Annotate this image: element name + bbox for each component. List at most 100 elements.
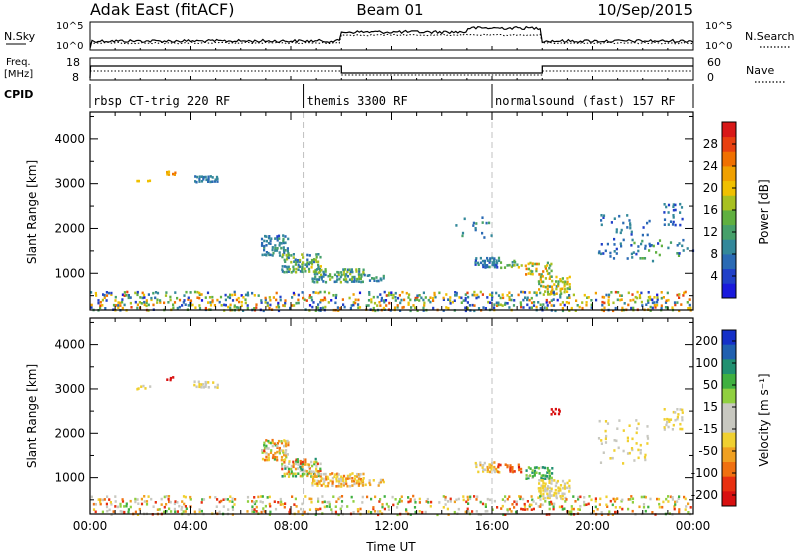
range-gate-cell [318,275,321,279]
range-gate-cell [233,503,236,506]
range-gate-cell [338,277,341,281]
range-gate-cell [194,175,197,178]
range-gate-cell [546,290,550,294]
range-gate-cell [337,473,340,476]
range-gate-cell [312,301,315,304]
range-gate-cell [110,503,113,506]
range-gate-cell [123,303,126,307]
range-gate-cell [672,205,675,208]
range-gate-cell [344,477,348,480]
range-gate-cell [265,253,268,257]
range-gate-cell [292,463,295,466]
range-gate-cell [373,277,376,280]
range-gate-cell [277,301,280,305]
range-gate-cell [550,482,553,485]
range-gate-cell [164,294,168,297]
range-gate-cell [548,481,551,484]
range-gate-cell [198,296,201,300]
range-gate-cell [538,489,541,493]
range-gate-cell [552,494,555,497]
range-gate-cell [449,500,452,503]
range-gate-cell [560,497,563,500]
range-gate-cell [284,265,287,268]
range-gate-cell [554,309,557,313]
range-gate-cell [533,466,537,469]
range-gate-cell [283,453,286,457]
range-gate-cell [610,221,613,224]
range-gate-cell [649,244,652,248]
range-gate-cell [479,461,482,464]
range-gate-cell [359,472,362,476]
range-gate-cell [493,257,496,260]
range-gate-cell [103,498,106,501]
range-gate-cell [121,510,124,514]
range-gate-cell [466,507,469,511]
range-gate-cell [599,461,603,464]
range-gate-cell [105,299,108,302]
range-gate-cell [633,459,636,462]
range-gate-cell [473,304,476,307]
range-gate-cell [288,460,291,463]
range-gate-cell [542,486,545,490]
colorbar-tick-label: 16 [703,203,718,217]
range-gate-cell [618,506,622,509]
range-gate-cell [676,244,679,247]
range-gate-cell [601,295,604,299]
range-gate-cell [347,268,350,272]
range-gate-cell [320,477,323,480]
range-gate-cell [500,266,503,270]
range-gate-cell [510,265,513,269]
range-gate-cell [499,296,502,300]
range-gate-cell [563,492,566,496]
range-gate-cell [137,502,140,505]
range-gate-cell [474,227,477,230]
range-gate-cell [671,223,675,226]
range-gate-cell [114,500,117,503]
colorbar-tick-label: -50 [698,444,718,458]
range-gate-cell [405,508,408,511]
range-gate-cell [399,498,402,501]
range-gate-cell [329,479,332,483]
range-gate-cell [273,458,276,461]
range-gate-cell [471,510,474,513]
range-gate-cell [583,293,586,297]
range-gate-cell [684,508,687,511]
range-gate-cell [542,293,545,296]
range-gate-cell [136,513,140,516]
freq-label-line1: Freq. [6,57,31,68]
range-gate-cell [353,477,357,481]
nsky-line [89,25,694,49]
range-gate-cell [319,475,322,478]
range-gate-cell [529,269,532,273]
range-gate-cell [187,304,190,307]
range-gate-cell [484,264,487,267]
range-gate-cell [429,296,432,299]
range-gate-cell [646,221,649,225]
range-gate-cell [129,505,132,509]
range-gate-cell [671,306,674,309]
range-gate-cell [565,301,568,304]
range-gate-cell [301,266,304,269]
range-gate-cell [497,294,501,297]
range-gate-cell [539,505,542,508]
range-gate-cell [336,472,339,476]
range-gate-cell [590,299,593,302]
range-gate-cell [486,497,489,501]
range-gate-cell [281,464,284,468]
range-gate-cell [409,298,412,302]
range-gate-cell [202,498,206,501]
range-gate-cell [560,292,563,295]
range-gate-cell [484,505,487,508]
range-gate-cell [201,498,204,501]
range-gate-cell [679,202,682,206]
range-gate-cell [342,479,345,483]
range-gate-cell [587,502,590,506]
range-gate-cell [339,275,342,279]
range-gate-cell [559,487,562,490]
range-gate-cell [353,475,357,478]
range-gate-cell [412,304,415,307]
range-gate-cell [590,303,593,307]
range-gate-cell [422,298,425,302]
range-gate-cell [378,481,381,485]
range-gate-cell [563,507,566,511]
